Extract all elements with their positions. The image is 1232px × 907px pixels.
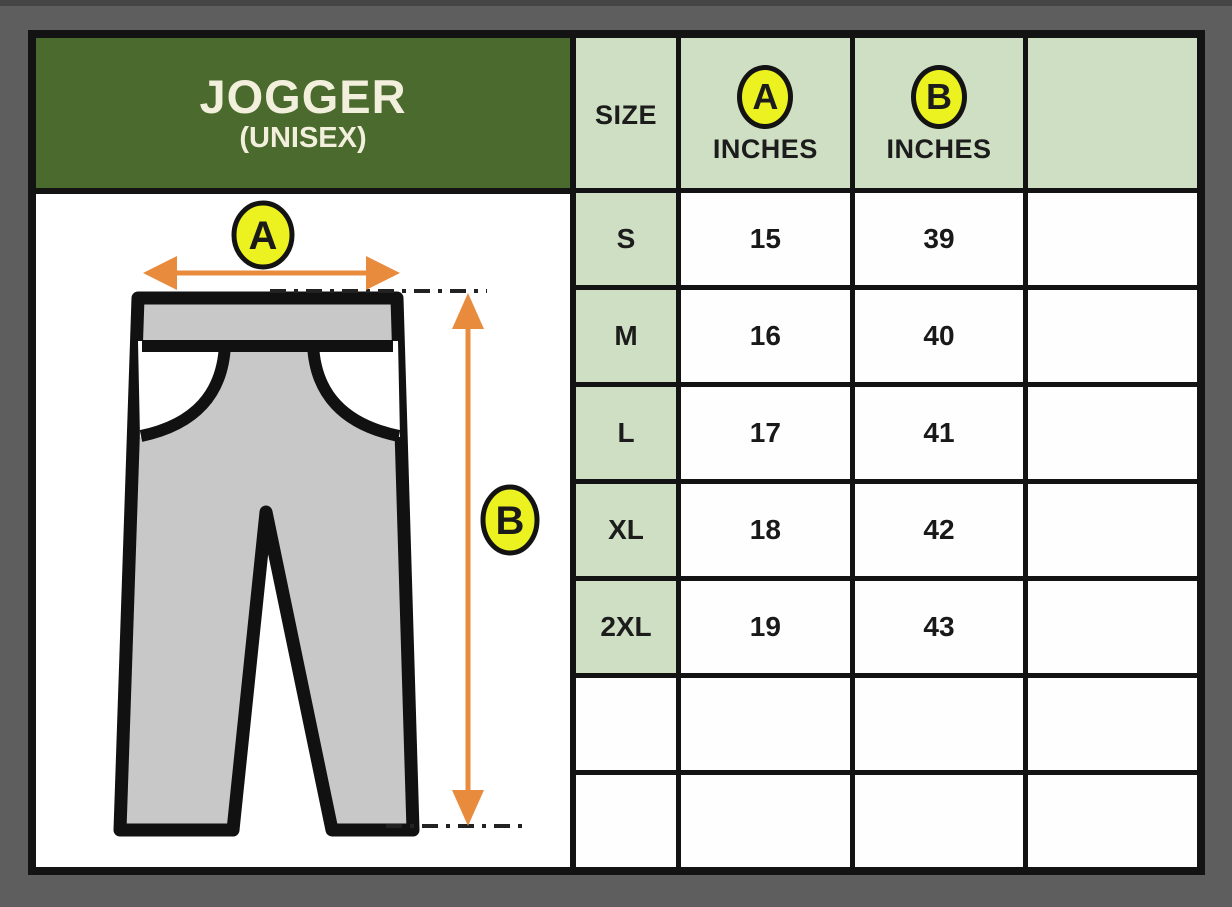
column-header-b: B INCHES <box>854 38 1024 188</box>
unit-label-b: INCHES <box>886 134 992 164</box>
page-title: JOGGER <box>199 70 407 123</box>
blank-cell <box>1028 775 1197 867</box>
unit-label-a: INCHES <box>712 134 818 164</box>
right-pocket-icon <box>307 343 401 442</box>
size-label: S <box>616 223 636 254</box>
blank-cell <box>1028 193 1197 285</box>
size-cell: M <box>576 290 676 382</box>
size-label: XL <box>608 514 644 545</box>
size-table-grid: SIZE A INCHES B INCHES S 15 39 M 16 40 L <box>576 38 1197 867</box>
width-arrow-icon <box>143 256 400 290</box>
value-cell-b: 41 <box>854 387 1024 479</box>
value-cell-b: 43 <box>854 581 1024 673</box>
pants-outline <box>113 291 420 837</box>
blank-cell <box>1028 678 1197 770</box>
left-pocket-fill <box>138 341 225 437</box>
value-cell-a <box>681 678 850 770</box>
panel-header: JOGGER (UNISEX) <box>36 38 570 194</box>
diagram-label-b: B <box>496 499 525 543</box>
value-b: 41 <box>923 417 955 448</box>
value-cell-b: 42 <box>854 484 1024 576</box>
size-cell: L <box>576 387 676 479</box>
size-label: M <box>614 320 638 351</box>
column-header-a: A INCHES <box>681 38 850 188</box>
value-cell-a: 19 <box>681 581 850 673</box>
badge-b-icon: B <box>910 65 967 129</box>
value-cell-b <box>854 775 1024 867</box>
diagram-label-a: A <box>249 214 278 258</box>
size-label: L <box>617 417 635 448</box>
value-cell-a: 15 <box>681 193 850 285</box>
size-cell-empty <box>576 678 676 770</box>
value-a: 17 <box>749 417 781 448</box>
value-cell-a: 18 <box>681 484 850 576</box>
size-cell: XL <box>576 484 676 576</box>
left-pocket-icon <box>139 343 231 442</box>
size-header-label: SIZE <box>594 99 657 130</box>
value-b: 42 <box>923 514 955 545</box>
size-cell-empty <box>576 775 676 867</box>
value-cell-a <box>681 775 850 867</box>
value-cell-b: 39 <box>854 193 1024 285</box>
value-b: 43 <box>923 611 955 642</box>
value-a: 16 <box>749 320 781 351</box>
diagram-badge-b: B <box>480 484 540 556</box>
blank-cell <box>1028 484 1197 576</box>
right-pocket-fill <box>313 341 400 437</box>
badge-a-icon: A <box>737 65 794 129</box>
value-a: 18 <box>749 514 781 545</box>
value-cell-b <box>854 678 1024 770</box>
column-header-blank <box>1028 38 1197 188</box>
value-a: 15 <box>749 223 781 254</box>
column-header-size: SIZE <box>576 38 676 188</box>
value-b: 39 <box>923 223 955 254</box>
value-b: 40 <box>923 320 955 351</box>
pants-diagram-svg: A B <box>113 200 540 837</box>
length-arrow-icon <box>452 293 484 826</box>
value-cell-a: 16 <box>681 290 850 382</box>
size-label: 2XL <box>600 611 652 642</box>
blank-cell <box>1028 290 1197 382</box>
left-panel: JOGGER (UNISEX) <box>36 38 576 867</box>
diagram-badge-a: A <box>231 200 295 270</box>
size-cell: S <box>576 193 676 285</box>
blank-cell <box>1028 581 1197 673</box>
page-subtitle: (UNISEX) <box>239 122 367 154</box>
size-cell: 2XL <box>576 581 676 673</box>
value-cell-a: 17 <box>681 387 850 479</box>
value-cell-b: 40 <box>854 290 1024 382</box>
pants-diagram: A B <box>36 194 570 867</box>
blank-cell <box>1028 387 1197 479</box>
value-a: 19 <box>749 611 781 642</box>
size-chart: JOGGER (UNISEX) <box>28 30 1205 875</box>
